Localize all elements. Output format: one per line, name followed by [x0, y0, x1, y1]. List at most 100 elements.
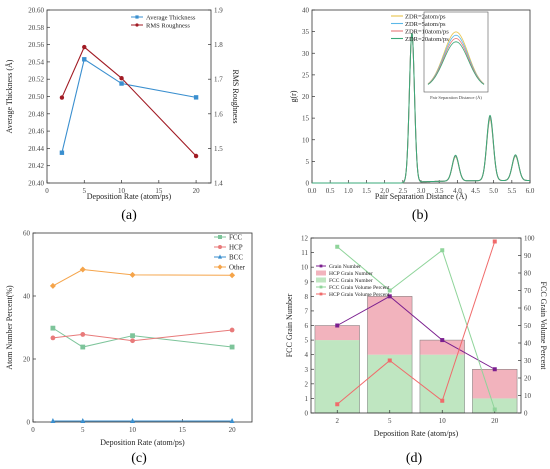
x-tick-label: 5.5	[507, 187, 516, 195]
legend-label: BCC	[229, 254, 243, 262]
y-right-tick-label: 100	[524, 235, 535, 243]
legend-marker	[319, 292, 323, 296]
legend-marker	[135, 15, 139, 19]
y-tick-label: 0	[27, 419, 31, 427]
y-right-tick-label: 50	[524, 322, 532, 330]
y-tick-label: 20.42	[28, 162, 44, 170]
y-tick-label: 20.52	[28, 76, 44, 84]
legend-marker	[319, 285, 323, 289]
bar-fcc-grain	[472, 398, 518, 413]
plot-frame-a	[46, 9, 212, 184]
y-tick-label: 0	[306, 180, 310, 188]
y-right-tick-label: 90	[524, 252, 532, 260]
y-tick-label: 20.54	[28, 58, 44, 66]
y-right-tick-label: 20	[524, 375, 532, 383]
legend-label: Average Thickness	[146, 14, 196, 21]
data-point	[80, 332, 86, 337]
data-point	[59, 150, 65, 155]
data-point	[492, 239, 497, 244]
inset-series-line	[427, 41, 485, 85]
data-point	[50, 335, 56, 341]
y-tick-label: 1	[305, 395, 309, 403]
y-right-tick-label: 1.6	[214, 110, 223, 118]
y-tick-label: 20.56	[28, 41, 44, 49]
inset-series-line	[427, 31, 485, 85]
x-axis-title: Pair Separation Distance (Å)	[375, 192, 468, 201]
bar-hcp-grain	[472, 369, 518, 399]
data-point	[229, 344, 235, 350]
series-line	[61, 46, 197, 157]
y-tick-label: 7	[305, 307, 309, 315]
y-right-tick-label: 0	[524, 410, 528, 418]
y-right-tick-label: 1.8	[214, 41, 223, 49]
data-point	[492, 367, 497, 372]
x-tick-label: 10	[439, 417, 447, 425]
x-tick-label: 10	[129, 426, 137, 434]
series-line	[336, 246, 496, 410]
x-tick-label: 3.5	[435, 187, 444, 195]
x-tick-label: 1.5	[362, 187, 371, 195]
legend-label: Other	[229, 264, 246, 272]
legend-label: FCC Grain Number	[329, 278, 373, 284]
inset-series-line	[427, 34, 485, 85]
data-point	[387, 358, 392, 363]
data-point	[50, 418, 56, 424]
y-tick-label: 9	[305, 278, 309, 286]
x-tick-label: 0.5	[326, 187, 335, 195]
inset-series-line	[427, 38, 485, 85]
data-point	[130, 338, 135, 344]
inset-frame	[423, 11, 489, 93]
y-tick-label: 35	[302, 28, 310, 36]
bar-hcp-grain	[367, 296, 413, 355]
legend-label: HCP Grain Volume Percent	[329, 292, 390, 298]
bar-hcp-grain	[419, 340, 465, 355]
legend-marker	[218, 254, 222, 259]
series-line	[312, 32, 530, 184]
y-right-tick-label: 80	[524, 270, 532, 278]
y-tick-label: 6	[305, 322, 309, 330]
x-tick-label: 2.0	[380, 187, 389, 195]
x-tick-label: 5	[388, 417, 392, 425]
plot-frame-c	[32, 232, 253, 423]
series-line	[336, 241, 496, 405]
y-tick-label: 12	[301, 235, 309, 243]
data-point	[49, 282, 56, 289]
x-axis-title: Deposition Rate (atom/ps)	[100, 438, 185, 447]
y-tick-label: 4	[305, 351, 309, 359]
y-tick-label: 20.50	[28, 93, 44, 101]
data-point	[82, 44, 87, 50]
y-tick-label: 2	[305, 380, 309, 388]
data-point	[119, 81, 124, 86]
y-tick-label: 5	[305, 337, 309, 345]
data-point	[130, 333, 135, 339]
x-tick-label: 6.0	[526, 187, 535, 195]
y-tick-label: 11	[301, 249, 308, 257]
y-right-tick-label: 30	[524, 357, 532, 365]
y-right-tick-label: 60	[524, 305, 532, 313]
x-axis-title: Deposition Rate (atom/ps)	[87, 192, 172, 201]
legend-label: ZDR=10atom/ps	[405, 28, 449, 35]
series-line	[52, 327, 233, 348]
y-tick-label: 20.58	[28, 24, 44, 32]
y-tick-label: 8	[305, 293, 309, 301]
inset-x-axis-title: Pair Separation Distance (Å)	[430, 95, 482, 100]
x-tick-label: 20	[229, 426, 237, 434]
panel-label-a: (a)	[121, 208, 137, 223]
y-tick-label: 20.48	[28, 110, 44, 118]
y-tick-label: 60	[23, 230, 31, 238]
data-point	[119, 75, 124, 81]
x-tick-label: 15	[179, 426, 187, 434]
x-tick-label: 3.0	[417, 187, 426, 195]
x-tick-label: 0	[45, 187, 49, 195]
x-tick-label: 4.5	[471, 187, 480, 195]
panel-label-c: (c)	[131, 451, 147, 466]
y-tick-label: 30	[302, 50, 310, 58]
series-line	[52, 269, 233, 287]
data-point	[50, 325, 56, 331]
series-line	[337, 295, 495, 370]
data-point	[193, 95, 199, 100]
legend-swatch	[316, 277, 326, 283]
y-axis-title: Atom Number Percent(%)	[5, 285, 14, 370]
y-right-tick-label: 1.4	[214, 180, 223, 188]
